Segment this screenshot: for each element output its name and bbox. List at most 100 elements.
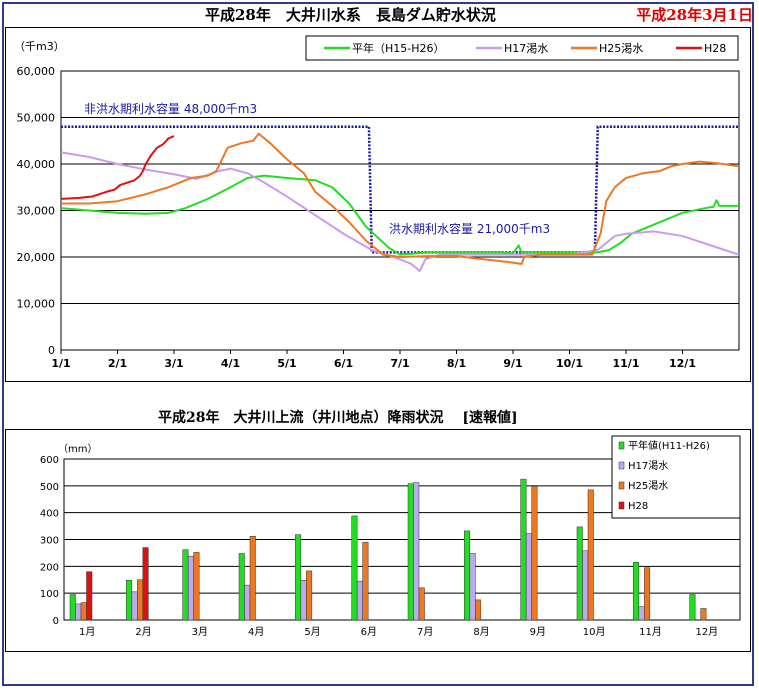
x-tick-label: 10/1 — [556, 357, 583, 370]
x-tick-label: 8/1 — [447, 357, 466, 370]
legend-swatch-0 — [618, 441, 625, 450]
y-tick-label: 40,000 — [17, 158, 56, 171]
bar-0-11 — [689, 594, 696, 621]
x-tick-label: 2月 — [135, 626, 151, 638]
bar-2-9 — [587, 489, 594, 621]
legend-swatch-1 — [618, 461, 625, 470]
y-tick-label: 600 — [40, 455, 59, 466]
y-axis-label: （mm） — [58, 443, 97, 455]
x-tick-label: 8月 — [473, 626, 489, 638]
legend-label-1: H17渇水 — [628, 460, 668, 472]
capacity-line — [61, 125, 739, 254]
legend-label-2: H25渇水 — [599, 42, 643, 55]
bar-1-10 — [638, 606, 645, 621]
bar-1-5 — [356, 580, 363, 621]
x-tick-label: 1月 — [79, 626, 95, 638]
legend-label-0: 平年値(H11-H26) — [628, 439, 710, 452]
y-tick-label: 60,000 — [17, 65, 56, 78]
x-tick-label: 7/1 — [390, 357, 409, 370]
bar-0-1 — [126, 580, 133, 621]
bar-0-4 — [295, 534, 302, 621]
report-date: 平成28年3月1日 — [636, 6, 753, 24]
x-tick-label: 11月 — [639, 626, 662, 638]
x-tick-label: 6月 — [361, 626, 377, 638]
legend-swatch-2 — [618, 481, 625, 490]
bar-0-2 — [182, 549, 189, 621]
bar-0-3 — [238, 553, 245, 621]
legend-label-2: H25渇水 — [628, 480, 668, 492]
bar-1-0 — [75, 603, 82, 621]
x-tick-label: 5/1 — [277, 357, 296, 370]
y-tick-label: 500 — [40, 482, 59, 493]
x-tick-label: 3月 — [192, 626, 208, 638]
bar-1-4 — [300, 580, 307, 621]
bar-2-6 — [418, 587, 425, 621]
bar-0-7 — [464, 530, 471, 621]
x-tick-label: 4月 — [248, 626, 264, 638]
storage-chart-panel: 0 10,000 20,000 30,000 40,000 50,000 60,000 1/1… — [5, 27, 751, 382]
x-tick-label: 10月 — [583, 626, 606, 638]
y-tick-label: 100 — [40, 589, 59, 600]
bar-3-0 — [86, 571, 93, 621]
legend-label-3: H28 — [628, 501, 648, 512]
bar-2-1 — [137, 579, 144, 621]
bar-1-3 — [244, 584, 251, 621]
x-tick-label: 4/1 — [221, 357, 240, 370]
x-tick-label: 2/1 — [108, 357, 127, 370]
y-tick-label: 0 — [48, 344, 55, 357]
bar-2-11 — [700, 608, 707, 621]
bar-0-10 — [633, 562, 640, 621]
bar-1-9 — [582, 550, 589, 621]
bar-2-7 — [475, 599, 482, 621]
y-tick-label: 300 — [40, 536, 59, 547]
legend-box — [611, 435, 741, 519]
bar-1-8 — [525, 533, 532, 621]
bar-3-1 — [142, 547, 149, 621]
y-axis-label: （千m3） — [14, 40, 65, 53]
x-tick-label: 3/1 — [164, 357, 183, 370]
x-tick-label: 11/1 — [613, 357, 640, 370]
x-tick-label: 9/1 — [503, 357, 522, 370]
rainfall-bar-chart: 0 100 200 300 400 500 600（mm） 1月 2月 3月 4月 5月 6月 7月 8月 9… — [40, 435, 741, 638]
x-tick-label: 7月 — [417, 626, 433, 638]
series-line-1 — [60, 151, 740, 272]
bar-2-0 — [80, 602, 87, 621]
bar-0-8 — [520, 478, 527, 621]
series-line-3 — [60, 135, 175, 200]
legend-label-1: H17渇水 — [504, 42, 548, 55]
bar-2-3 — [249, 536, 256, 621]
x-tick-label: 12月 — [695, 626, 718, 638]
storage-line-chart: 0 10,000 20,000 30,000 40,000 50,000 60,000 1/1… — [14, 35, 740, 370]
x-tick-label: 12/1 — [669, 357, 696, 370]
x-tick-label: 5月 — [304, 626, 320, 638]
y-tick-label: 20,000 — [17, 251, 56, 264]
bar-2-2 — [193, 552, 200, 621]
legend-label-3: H28 — [704, 42, 726, 55]
series-line-0 — [60, 174, 739, 256]
rainfall-title: 平成28年 大井川上流（井川地点）降雨状況 [速報値] — [158, 410, 518, 426]
series-line-2 — [61, 132, 740, 265]
capacity-annotation-nonflood: 非洪水期利水容量 48,000千m3 — [84, 101, 257, 116]
x-tick-label: 6/1 — [334, 357, 353, 370]
bar-2-5 — [362, 541, 369, 621]
rainfall-chart-panel: 0 100 200 300 400 500 600 （mm） 1月 2月 3月 4月 5月 6月 7月 8月 9… — [5, 429, 751, 652]
bar-0-5 — [351, 515, 358, 621]
y-tick-label: 50,000 — [17, 112, 56, 125]
bar-2-8 — [531, 486, 538, 621]
legend-swatch-3 — [618, 501, 625, 510]
y-tick-label: 200 — [40, 562, 59, 573]
capacity-annotation-flood: 洪水期利水容量 21,000千m3 — [389, 221, 550, 236]
bar-0-0 — [69, 594, 76, 621]
y-tick-label: 0 — [53, 616, 59, 627]
bar-0-9 — [576, 526, 583, 621]
legend-box — [305, 35, 739, 61]
bar-1-1 — [131, 591, 138, 621]
bar-2-4 — [306, 570, 313, 621]
y-tick-label: 10,000 — [17, 298, 56, 311]
y-tick-label: 400 — [40, 509, 59, 520]
legend-label-0: 平年（H15-H26） — [352, 41, 445, 55]
bar-1-6 — [413, 482, 420, 621]
bar-1-2 — [187, 555, 194, 621]
page-title: 平成28年 大井川水系 長島ダム貯水状況 — [205, 6, 496, 24]
